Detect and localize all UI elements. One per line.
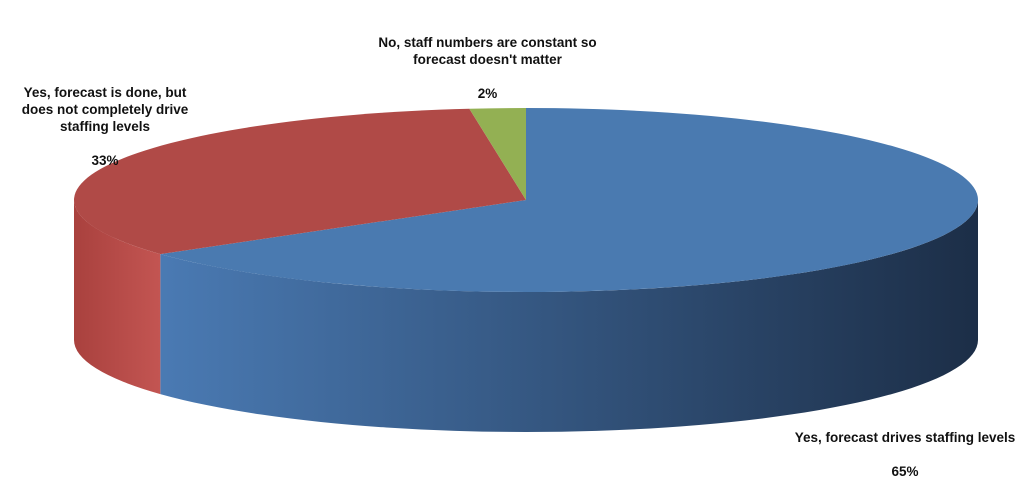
slice-label-staff-constant: No, staff numbers are constant so foreca… [375,17,600,102]
slice-label-text: Yes, forecast drives staffing levels [794,430,1016,445]
pie-slice-side-forecast-not-completely [74,200,161,395]
pie-slice-staff-constant [469,108,526,200]
slice-label-text: No, staff numbers are constant so foreca… [378,35,597,67]
slice-label-text: Yes, forecast is done, but does not comp… [21,85,189,134]
pie-slice-forecast-not-completely [73,108,527,255]
slice-label-forecast-drives: Yes, forecast drives staffing levels 65% [790,412,1020,480]
pie-slice-forecast-drives [160,108,978,293]
slice-value-label: 65% [891,464,919,479]
pie-slice-side-forecast-drives [160,200,978,432]
slice-value-label: 33% [91,153,119,168]
slice-label-forecast-not-completely: Yes, forecast is done, but does not comp… [10,67,200,169]
slice-value-label: 2% [477,86,498,101]
